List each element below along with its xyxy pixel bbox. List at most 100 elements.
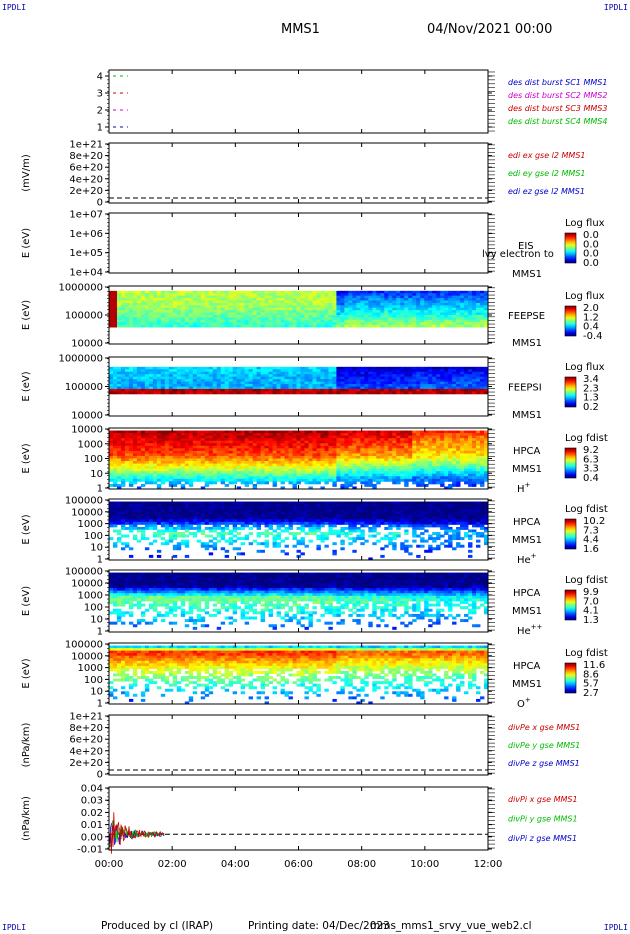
spectrogram-cell (408, 302, 413, 306)
spectrogram-cell (392, 466, 397, 470)
spectrogram-cell (472, 463, 477, 467)
spectrogram-cell (480, 315, 485, 318)
spectrogram-cell (412, 433, 417, 437)
spectrogram-cell (264, 455, 269, 459)
spectrogram-cell (364, 478, 369, 482)
spectrogram-cell (416, 319, 421, 323)
spectrogram-cell (224, 443, 230, 447)
spectrogram-cell (296, 453, 301, 457)
spectrogram-cell (480, 293, 485, 297)
spectrogram-cell (348, 307, 353, 311)
spectrogram-cell (316, 293, 321, 297)
spectrogram-cell (224, 391, 230, 395)
spectrogram-cell (248, 384, 254, 387)
spectrogram-cell (276, 371, 281, 375)
spectrogram-cell (296, 455, 301, 459)
spectrogram-cell (420, 476, 425, 480)
spectrogram-cell (236, 453, 242, 457)
spectrogram-cell (260, 461, 265, 464)
spectrogram-cell (152, 298, 158, 301)
spectrogram-cell (404, 379, 409, 382)
spectrogram-cell (172, 391, 178, 395)
spectrogram-cell (368, 376, 373, 380)
colorbar-label-eis: 0.0 (583, 230, 599, 241)
spectrogram-cell (368, 433, 373, 437)
spectrogram-cell (356, 310, 361, 313)
spectrogram-cell (408, 381, 413, 385)
spectrogram-cell (308, 461, 313, 464)
spectrogram-cell (368, 458, 373, 462)
spectrogram-cell (372, 388, 377, 392)
spectrogram-cell (240, 435, 246, 439)
spectrogram-cell (160, 384, 166, 387)
spectrogram-cell (296, 501, 301, 505)
spectrogram-cell (432, 455, 437, 459)
spectrogram-cell (388, 319, 393, 323)
spectrogram-cell (160, 391, 166, 395)
spectrogram-cell (348, 369, 353, 373)
spectrogram-cell (144, 317, 150, 321)
spectrogram-cell (420, 379, 425, 382)
spectrogram-cell (332, 476, 337, 480)
spectrogram-cell (164, 319, 170, 323)
spectrogram-cell (376, 435, 381, 439)
spectrogram-cell (268, 466, 273, 470)
spectrogram-cell (388, 300, 393, 304)
spectrogram-cell (356, 478, 361, 482)
spectrogram-cell (116, 386, 122, 390)
spectrogram-cell (436, 319, 441, 323)
spectrogram-cell (152, 374, 158, 378)
spectrogram-cell (352, 486, 357, 490)
spectrogram-cell (284, 455, 289, 459)
spectrogram-cell (328, 293, 333, 297)
spectrogram-cell (136, 366, 142, 370)
spectrogram-cell (164, 430, 170, 434)
spectrogram-cell (132, 463, 138, 467)
spectrogram-cell (200, 302, 206, 306)
spectrogram-cell (300, 371, 305, 375)
spectrogram-cell (480, 473, 485, 477)
spectrogram-cell (184, 374, 190, 378)
spectrogram-cell (172, 374, 178, 378)
spectrogram-cell (224, 440, 230, 444)
spectrogram-cell (316, 458, 321, 462)
spectrogram-cell (400, 293, 405, 297)
spectrogram-cell (128, 312, 134, 316)
spectrogram-cell (392, 319, 397, 323)
spectrogram-cell (408, 315, 413, 318)
spectrogram-cell (204, 440, 210, 444)
spectrogram-cell (256, 458, 261, 462)
spectrogram-cell (432, 468, 437, 472)
spectrogram-cell (212, 319, 218, 323)
spectrogram-cell (280, 486, 285, 490)
colorbar-title-feeps-e: Log flux (565, 291, 605, 302)
spectrogram-cell (364, 381, 369, 385)
spectrogram-cell (152, 443, 158, 447)
spectrogram-cell (424, 376, 429, 380)
spectrogram-cell (252, 305, 258, 309)
spectrogram-cell (344, 298, 349, 301)
spectrogram-cell (404, 471, 409, 475)
spectrogram-cell (368, 317, 373, 321)
spectrogram-cell (252, 381, 258, 385)
spectrogram-cell (212, 435, 218, 439)
spectrogram-cell (144, 324, 150, 328)
spectrogram-cell (316, 374, 321, 378)
spectrogram-cell (344, 322, 349, 326)
spectrogram-cell (484, 302, 489, 306)
spectrogram-cell (164, 384, 170, 387)
spectrogram-cell (184, 366, 190, 370)
spectrogram-cell (192, 501, 198, 505)
spectrogram-cell (272, 483, 277, 487)
spectrogram-cell (448, 374, 453, 378)
spectrogram-cell (196, 448, 202, 452)
spectrogram-cell (188, 295, 194, 299)
spectrogram-cell (332, 371, 337, 375)
spectrogram-cell (360, 453, 365, 457)
spectrogram-cell (476, 369, 481, 373)
spectrogram-cell (396, 478, 401, 482)
spectrogram-cell (348, 455, 353, 459)
spectrogram-cell (168, 440, 174, 444)
spectrogram-cell (316, 430, 321, 434)
spectrogram-cell (440, 374, 445, 378)
